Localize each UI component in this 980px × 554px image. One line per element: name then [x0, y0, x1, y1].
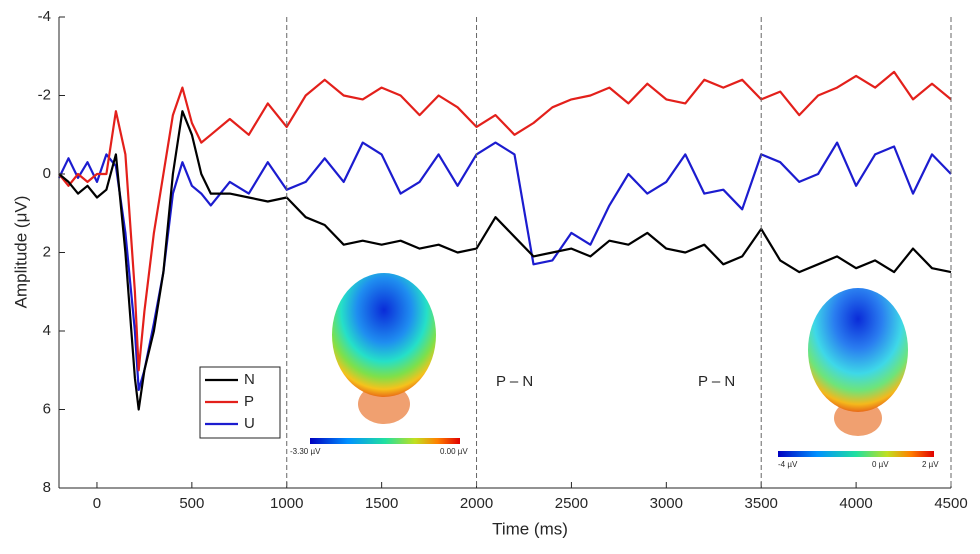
series-line [58, 70, 952, 372]
colorbar-label: 0.00 µV [440, 447, 468, 456]
x-tick-label: 1000 [270, 495, 303, 512]
colorbar [310, 438, 460, 444]
y-tick-label: 2 [43, 243, 51, 260]
y-tick-label: -2 [38, 86, 51, 103]
y-tick-label: 4 [43, 322, 51, 339]
colorbar-label: 2 µV [922, 460, 939, 469]
series-line [58, 141, 952, 391]
x-tick-label: 3000 [650, 495, 683, 512]
colorbar [778, 451, 934, 457]
colorbar-label: 0 µV [872, 460, 889, 469]
series-line [58, 110, 952, 411]
colorbar-label: -4 µV [778, 460, 798, 469]
x-tick-label: 2000 [460, 495, 493, 512]
annotation: P – N [496, 373, 533, 390]
x-tick-label: 2500 [555, 495, 588, 512]
x-tick-label: 4500 [934, 495, 967, 512]
x-axis-label: Time (ms) [492, 519, 568, 538]
legend-label: P [244, 393, 254, 410]
x-tick-label: 1500 [365, 495, 398, 512]
y-tick-label: 0 [43, 165, 51, 182]
x-tick-label: 0 [93, 495, 101, 512]
x-tick-label: 500 [179, 495, 204, 512]
y-axis-label: Amplitude (μV) [11, 196, 30, 309]
x-tick-label: 4000 [839, 495, 872, 512]
head-map [808, 288, 908, 436]
x-tick-label: 3500 [745, 495, 778, 512]
y-tick-label: 6 [43, 400, 51, 417]
legend-label: N [244, 371, 255, 388]
y-tick-label: 8 [43, 479, 51, 496]
head-map [332, 273, 436, 424]
annotation: P – N [698, 373, 735, 390]
legend-label: U [244, 415, 255, 432]
y-tick-label: -4 [38, 8, 51, 25]
colorbar-label: -3.30 µV [290, 447, 321, 456]
